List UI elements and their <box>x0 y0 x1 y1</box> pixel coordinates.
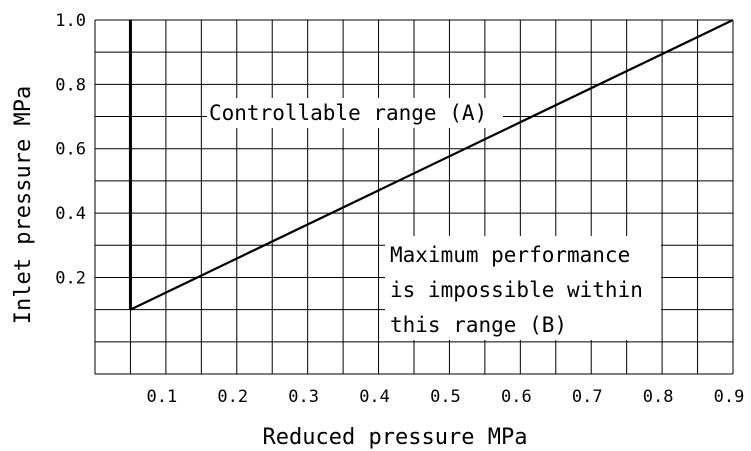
y-tick-label: 1.0 <box>55 11 86 31</box>
y-tick-labels: 0.2 0.4 0.6 0.8 1.0 <box>55 11 86 288</box>
y-tick-label: 0.8 <box>55 75 86 95</box>
annotation-b-line-2: is impossible within <box>390 278 643 302</box>
annotation-b-line-3: this range (B) <box>390 313 567 337</box>
diagonal-boundary-line <box>129 19 734 311</box>
x-axis-title: Reduced pressure MPa <box>263 425 528 450</box>
x-tick-label: 0.1 <box>147 387 178 407</box>
y-tick-label: 0.6 <box>55 140 86 160</box>
x-tick-label: 0.8 <box>643 387 674 407</box>
annotation-region-b: Maximum performance is impossible within… <box>385 236 661 340</box>
annotation-a-label: Controllable range (A) <box>209 101 487 125</box>
x-tick-label: 0.5 <box>430 387 461 407</box>
x-tick-label: 0.3 <box>288 387 319 407</box>
y-tick-label: 0.2 <box>55 268 86 288</box>
annotation-region-a: Controllable range (A) <box>207 98 503 128</box>
x-tick-label: 0.6 <box>501 387 532 407</box>
x-tick-label: 0.9 <box>714 387 745 407</box>
x-tick-label: 0.2 <box>217 387 248 407</box>
x-tick-label: 0.4 <box>359 387 390 407</box>
y-tick-label: 0.4 <box>55 204 86 224</box>
x-tick-label: 0.7 <box>572 387 603 407</box>
x-tick-labels: 0.1 0.2 0.3 0.4 0.5 0.6 0.7 0.8 0.9 <box>147 387 745 407</box>
annotation-b-line-1: Maximum performance <box>390 243 630 267</box>
y-axis-title: Inlet pressure MPa <box>11 86 36 324</box>
boundary-lines <box>128 19 734 311</box>
